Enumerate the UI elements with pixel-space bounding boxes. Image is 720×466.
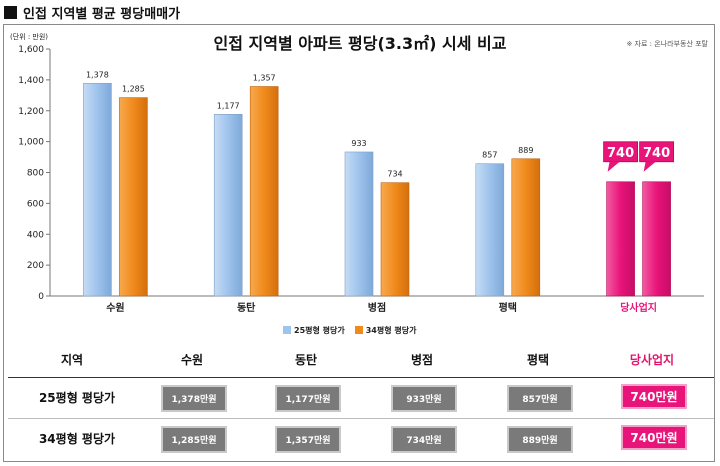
data-label: 857 (482, 151, 497, 160)
chart-legend: 25평형 평당가 34평형 평당가 (283, 325, 416, 336)
data-label: 1,357 (253, 74, 276, 83)
bar (213, 114, 243, 297)
bar (380, 182, 410, 297)
value-badge: 1,285만원 (161, 426, 227, 453)
value-badge: 734만원 (391, 426, 457, 453)
x-tick-label: 병점 (368, 301, 386, 314)
source-note: ※ 자료 : 온나라부동산 포탈 (626, 40, 708, 48)
x-tick-label: 동탄 (237, 301, 256, 314)
value-badge: 1,177만원 (275, 385, 341, 412)
y-tick-label: 600 (27, 199, 44, 209)
unit-label: (단위 : 만원) (10, 33, 49, 41)
legend-swatch-34 (354, 326, 363, 334)
x-tick-label: 수원 (106, 301, 124, 314)
value-badge: 857만원 (507, 385, 573, 412)
row-label: 34평형 평당가 (38, 432, 116, 446)
table-row: 25평형 평당가 1,378만원 1,177만원 933만원 857만원 740… (4, 379, 714, 417)
y-tick-label: 800 (27, 169, 44, 179)
y-tick-label: 200 (27, 261, 44, 271)
y-tick-label: 400 (27, 230, 44, 240)
data-label: 740 (643, 146, 670, 161)
data-label: 1,177 (217, 101, 240, 110)
legend-item-34: 34평형 평당가 (354, 325, 417, 336)
value-badge: 889만원 (507, 426, 573, 453)
value-badge-highlight: 740만원 (621, 425, 687, 450)
legend-item-25: 25평형 평당가 (283, 325, 345, 336)
data-label: 740 (607, 146, 634, 161)
bar (83, 82, 112, 297)
table-header-col-highlight: 당사업지 (629, 353, 675, 367)
y-tick-label: 1,200 (18, 107, 44, 117)
value-badge: 933만원 (391, 385, 457, 412)
bar (344, 151, 374, 297)
callout-pointer (643, 161, 656, 172)
page-header: 인접 지역별 평균 평당매매가 (4, 3, 181, 22)
page-title: 인접 지역별 평균 평당매매가 (23, 6, 181, 22)
table-header-col: 병점 (410, 353, 434, 367)
value-badge-highlight: 740만원 (621, 384, 687, 409)
callout-box (603, 141, 638, 163)
bar (249, 86, 279, 297)
table-header-col: 동탄 (294, 353, 318, 367)
table-divider (8, 418, 714, 419)
table-row: 34평형 평당가 1,285만원 1,357만원 734만원 889만원 740… (4, 420, 714, 458)
bar (511, 158, 541, 297)
chart-title: 인접 지역별 아파트 평당(3.3㎡) 시세 비교 (213, 34, 507, 53)
table-header-row: 지역 수원 동탄 병점 평택 당사업지 (4, 343, 714, 377)
data-label: 1,285 (122, 85, 145, 94)
data-label: 734 (387, 170, 402, 179)
value-badge: 1,378만원 (161, 385, 227, 412)
callout-pointer (607, 161, 620, 172)
data-label: 1,378 (86, 70, 109, 79)
bar (642, 181, 671, 297)
callout-box (639, 141, 674, 163)
y-tick-label: 0 (38, 292, 44, 302)
row-label: 25평형 평당가 (38, 391, 116, 405)
legend-swatch-25 (283, 326, 291, 334)
bar (119, 97, 148, 297)
bar (475, 163, 505, 297)
y-tick-label: 1,600 (18, 45, 44, 55)
value-badge: 1,357만원 (275, 426, 341, 453)
table-header-col: 수원 (180, 353, 204, 367)
chart-frame (3, 24, 715, 462)
legend-label-25: 25평형 평당가 (294, 326, 345, 335)
y-tick-label: 1,000 (18, 138, 44, 148)
x-tick-label: 평택 (499, 301, 517, 314)
data-label: 889 (518, 146, 533, 155)
table-header-col: 평택 (526, 353, 550, 367)
table-header-region: 지역 (60, 353, 84, 367)
table-divider (8, 377, 714, 378)
data-label: 933 (351, 139, 366, 148)
x-tick-label: 당사업지 (620, 301, 657, 314)
bar (606, 181, 635, 297)
y-tick-label: 1,400 (18, 76, 44, 86)
legend-label-34: 34평형 평당가 (365, 326, 417, 335)
square-bullet-icon (4, 5, 17, 19)
bar-chart: 0 200 400 600 800 1,000 1,200 1,400 1,600 1,378 1,… (18, 45, 704, 314)
